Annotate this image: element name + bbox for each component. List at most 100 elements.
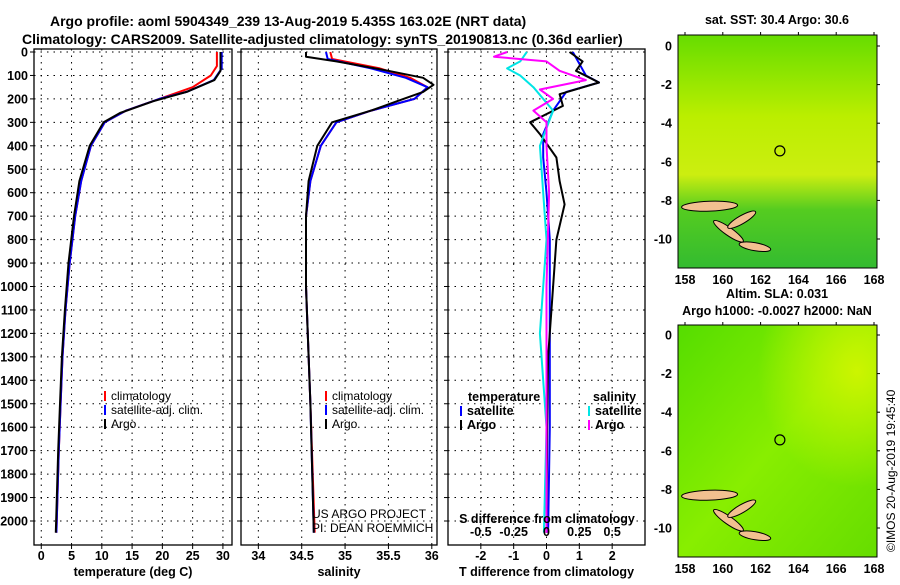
x-tick-label: -1 <box>508 549 519 563</box>
map-x-tick-label: 158 <box>675 273 696 287</box>
series-line-temperature-argo <box>529 51 600 533</box>
map-y-tick-label: -10 <box>654 522 672 536</box>
x-tick-label: 34 <box>251 549 265 563</box>
map-y-tick-label: -8 <box>661 483 672 497</box>
x-tick-label: 34.5 <box>290 549 314 563</box>
y-tick-label: 1700 <box>0 444 28 458</box>
x-tick-label: 10 <box>95 549 109 563</box>
y-tick-label: 2000 <box>0 515 28 529</box>
y-tick-label: 900 <box>7 257 28 271</box>
map-y-tick-label: -6 <box>661 444 672 458</box>
map-field-highlight <box>678 325 877 557</box>
map-x-tick-label: 162 <box>750 273 771 287</box>
island-landmass <box>727 210 757 229</box>
legend-label: Argo <box>595 418 625 432</box>
island-landmass <box>738 530 772 542</box>
map-x-tick-label: 168 <box>864 562 885 576</box>
map-y-tick-label: -10 <box>654 233 672 247</box>
island-landmass <box>738 241 772 253</box>
map-frame <box>677 324 878 558</box>
x2-tick-label: 0.5 <box>603 525 620 539</box>
x2-tick-label: -0.25 <box>499 525 528 539</box>
y-tick-label: 1300 <box>0 350 28 364</box>
y-tick-label: 1500 <box>0 397 28 411</box>
x-axis-label: T difference from climatology <box>459 565 634 579</box>
imos-timestamp: ©IMOS 20-Aug-2019 19:45:40 <box>884 389 898 552</box>
y-tick-label: 1800 <box>0 468 28 482</box>
map-x-tick-label: 158 <box>675 562 696 576</box>
panel-temperature: 0100200300400500600700800900100011001200… <box>0 46 233 579</box>
x-tick-label: 0 <box>543 549 550 563</box>
x-tick-label: 0 <box>38 549 45 563</box>
legend-label: satellite <box>595 404 642 418</box>
map-y-tick-label: 0 <box>665 329 672 343</box>
y-tick-label: 1400 <box>0 374 28 388</box>
map-title: Altim. SLA: 0.031 <box>726 287 828 301</box>
argo-float-marker <box>774 145 786 157</box>
map-x-tick-label: 160 <box>712 273 733 287</box>
legend-label: satellite-adj. clim. <box>332 403 424 417</box>
y-tick-label: 1100 <box>1 303 28 317</box>
project-credit: US ARGO PROJECT <box>312 507 427 521</box>
map-title: sat. SST: 30.4 Argo: 30.6 <box>705 13 849 27</box>
series-line-argo <box>305 52 435 533</box>
x-tick-label: 35 <box>338 549 352 563</box>
y-tick-label: 100 <box>7 69 28 83</box>
map-subtitle: Argo h1000: -0.0027 h2000: NaN <box>682 304 872 318</box>
x-tick-label: -2 <box>475 549 486 563</box>
legend-temperature-title: temperature <box>468 390 540 404</box>
x-tick-label: 25 <box>186 549 200 563</box>
x-tick-label: 20 <box>155 549 169 563</box>
map-x-tick-label: 166 <box>826 273 847 287</box>
pi-credit: PI: DEAN ROEMMICH <box>312 521 433 535</box>
island-landmass <box>681 489 739 501</box>
title-line1: Argo profile: aoml 5904349_239 13-Aug-20… <box>50 13 526 29</box>
map-x-tick-label: 166 <box>826 562 847 576</box>
legend-label: satellite <box>467 404 514 418</box>
y-tick-label: 300 <box>7 116 28 130</box>
plot-frame <box>33 48 233 546</box>
title-line2: Climatology: CARS2009. Satellite-adjuste… <box>22 31 623 47</box>
map-field <box>678 35 877 268</box>
legend-label: climatology <box>332 389 392 403</box>
x-axis-label: salinity <box>317 565 360 579</box>
y-tick-label: 1600 <box>0 421 28 435</box>
x-axis-label: temperature (deg C) <box>74 565 193 579</box>
y-tick-label: 600 <box>7 186 28 200</box>
island-landmass <box>681 200 739 212</box>
x-tick-label: 2 <box>609 549 616 563</box>
legend-label: Argo <box>111 417 137 431</box>
map-frame <box>677 34 878 269</box>
map-x-tick-label: 168 <box>864 273 885 287</box>
legend-label: Argo <box>467 418 497 432</box>
map-y-tick-label: -2 <box>661 78 672 92</box>
map-y-tick-label: -8 <box>661 194 672 208</box>
y-tick-label: 1200 <box>0 327 28 341</box>
legend-salinity-title: salinity <box>593 390 636 404</box>
map-y-tick-label: -4 <box>661 117 672 131</box>
x-tick-label: 5 <box>68 549 75 563</box>
map-y-tick-label: -6 <box>661 155 672 169</box>
panel-salinity: 34 34.5 35 35.5 36 salinity climatologysatelli… <box>237 48 439 579</box>
x-tick-label: 1 <box>576 549 583 563</box>
legend-label: Argo <box>332 417 358 431</box>
y-tick-label: 400 <box>7 139 28 153</box>
x2-tick-label: 0 <box>543 525 550 539</box>
y-tick-label: 500 <box>7 163 28 177</box>
y-tick-label: 1900 <box>0 491 28 505</box>
x-tick-label: 15 <box>125 549 139 563</box>
series-line-salinity-satellite <box>506 51 555 533</box>
map-x-tick-label: 162 <box>750 562 771 576</box>
y-tick-label: 200 <box>7 92 28 106</box>
map-x-tick-label: 164 <box>788 562 809 576</box>
series-line-argo <box>54 52 222 533</box>
map-x-tick-label: 164 <box>788 273 809 287</box>
x-tick-label: 30 <box>216 549 230 563</box>
y-tick-label: 700 <box>7 210 28 224</box>
y-tick-label: 800 <box>7 233 28 247</box>
x2-axis-label: S difference from climatology <box>459 512 635 526</box>
map-sla-map: 158 160 162 164 166 168 0 -2 -4 -6 -8 -10 Altim. SLA… <box>654 287 885 576</box>
map-y-tick-label: -2 <box>661 367 672 381</box>
legend-label: climatology <box>111 389 171 403</box>
